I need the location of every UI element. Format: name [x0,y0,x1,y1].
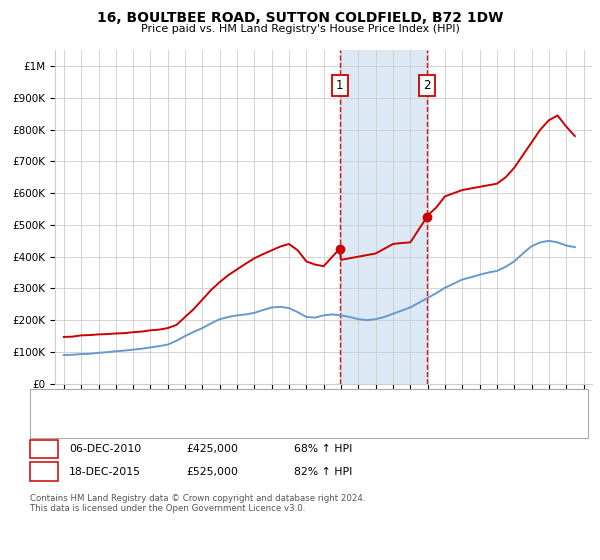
Text: 68% ↑ HPI: 68% ↑ HPI [294,444,352,454]
Text: Contains HM Land Registry data © Crown copyright and database right 2024.
This d: Contains HM Land Registry data © Crown c… [30,494,365,514]
Text: 82% ↑ HPI: 82% ↑ HPI [294,466,352,477]
Text: 1: 1 [336,79,343,92]
Text: Price paid vs. HM Land Registry's House Price Index (HPI): Price paid vs. HM Land Registry's House … [140,24,460,34]
Text: 1: 1 [40,442,47,456]
Text: ——: —— [39,395,67,409]
Text: 2: 2 [423,79,431,92]
Bar [340,50,427,384]
Text: £425,000: £425,000 [186,444,238,454]
Text: 16, BOULTBEE ROAD, SUTTON COLDFIELD, B72 1DW (detached house): 16, BOULTBEE ROAD, SUTTON COLDFIELD, B72… [69,398,422,408]
Text: £525,000: £525,000 [186,466,238,477]
Text: 18-DEC-2015: 18-DEC-2015 [69,466,141,477]
Text: ——: —— [39,417,67,431]
Text: HPI: Average price, detached house, Birmingham: HPI: Average price, detached house, Birm… [69,419,314,429]
Text: 16, BOULTBEE ROAD, SUTTON COLDFIELD, B72 1DW: 16, BOULTBEE ROAD, SUTTON COLDFIELD, B72… [97,11,503,25]
Text: 2: 2 [40,465,47,478]
Text: 06-DEC-2010: 06-DEC-2010 [69,444,141,454]
